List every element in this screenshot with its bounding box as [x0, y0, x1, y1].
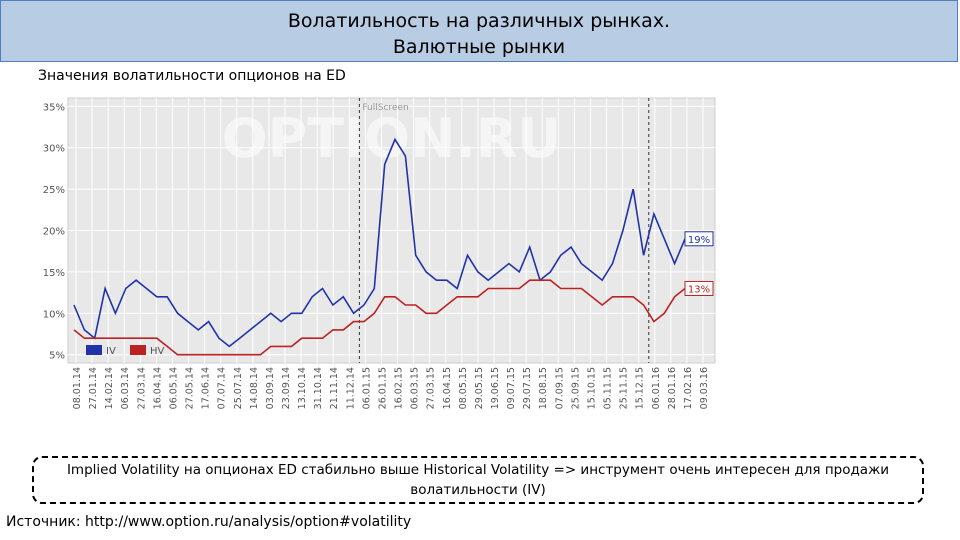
x-tick-label: 03.09.14	[265, 367, 276, 409]
x-tick-label: 25.07.14	[233, 367, 244, 409]
y-tick-label: 35%	[43, 102, 65, 113]
x-tick-label: 29.05.15	[474, 367, 485, 409]
title-bar: Волатильность на различных рынках. Валют…	[0, 0, 958, 62]
x-tick-label: 18.08.15	[538, 367, 549, 409]
slide-title-line1: Волатильность на различных рынках.	[287, 10, 671, 32]
x-tick-label: 14.02.14	[104, 367, 115, 409]
end-label-hv: 13%	[688, 284, 710, 295]
x-tick-label: 06.05.14	[168, 367, 179, 409]
x-tick-label: 06.03.15	[410, 367, 421, 409]
y-tick-label: 20%	[43, 227, 65, 238]
x-tick-label: 05.11.15	[603, 367, 614, 409]
series-line-hv	[73, 279, 686, 356]
x-tick-label: 06.01.15	[361, 367, 372, 409]
x-tick-label: 08.01.14	[72, 367, 83, 409]
x-tick-label: 06.03.14	[120, 367, 131, 409]
x-tick-label: 28.01.16	[667, 367, 678, 409]
x-tick-label: 25.09.15	[570, 367, 581, 409]
legend-label-hv: HV	[150, 346, 165, 357]
x-tick-label: 16.02.15	[394, 367, 405, 409]
x-tick-label: 25.11.15	[619, 367, 630, 409]
x-tick-label: 27.05.14	[185, 367, 196, 409]
x-tick-label: 13.10.14	[297, 367, 308, 409]
end-label-box	[684, 280, 714, 296]
legend-swatch-iv	[86, 345, 102, 355]
x-tick-label: 27.03.14	[136, 367, 147, 409]
slide-title-line2: Валютные рынки	[392, 36, 566, 58]
legend-swatch-hv	[130, 345, 146, 355]
x-tick-label: 16.04.15	[442, 367, 453, 409]
x-tick-label: 11.12.14	[345, 367, 356, 409]
x-tick-label: 09.07.15	[506, 367, 517, 409]
chart-svg: OPTION.RU 35% 30% 25% 20% 15% 10% 5% 08.01.14 27.…	[43, 97, 716, 409]
source-text: Источник: http://www.option.ru/analysis/…	[6, 514, 412, 530]
x-tick-label: 14.08.14	[249, 367, 260, 409]
x-tick-label: 15.12.15	[635, 367, 646, 409]
volatility-chart: OPTION.RU 35% 30% 25% 20% 15% 10% 5% 08.01.14 27.…	[28, 95, 718, 440]
x-tick-label: 26.01.15	[377, 367, 388, 409]
note-box: Implied Volatility на опционах ED стабил…	[32, 456, 924, 504]
x-tick-label: 23.09.14	[281, 367, 292, 409]
x-tick-label: 16.04.14	[152, 367, 163, 409]
x-tick-label: 06.01.16	[651, 367, 662, 409]
end-label-box	[684, 231, 714, 247]
x-tick-label: 09.03.16	[699, 367, 710, 409]
x-tick-label: 31.10.14	[313, 367, 324, 409]
y-tick-label: 10%	[43, 309, 65, 320]
x-tick-label: 17.06.14	[201, 367, 212, 409]
x-tick-label: 29.07.15	[522, 367, 533, 409]
x-tick-label: 17.02.16	[683, 367, 694, 409]
watermark-text: OPTION.RU	[222, 107, 561, 170]
chart-subtitle: Значения волатильности опционов на ED	[38, 68, 346, 84]
y-tick-label: 30%	[43, 144, 65, 155]
legend-label-iv: IV	[106, 346, 116, 357]
note-text: Implied Volatility на опционах ED стабил…	[66, 462, 890, 498]
x-tick-label: 19.06.15	[490, 367, 501, 409]
y-tick-label: 15%	[43, 268, 65, 279]
x-tick-label: 21.11.14	[329, 367, 340, 409]
fullscreen-label: FullScreen	[362, 103, 408, 113]
x-tick-label: 07.07.14	[217, 367, 228, 409]
end-label-iv: 19%	[688, 235, 710, 246]
x-tick-label: 07.09.15	[554, 367, 565, 409]
x-tick-label: 08.05.15	[458, 367, 469, 409]
x-tick-label: 27.01.14	[88, 367, 99, 409]
x-tick-label: 15.10.15	[586, 367, 597, 409]
y-tick-label: 5%	[49, 351, 65, 362]
series-line-iv	[73, 137, 686, 348]
y-tick-label: 25%	[43, 185, 65, 196]
x-tick-label: 27.03.15	[426, 367, 437, 409]
